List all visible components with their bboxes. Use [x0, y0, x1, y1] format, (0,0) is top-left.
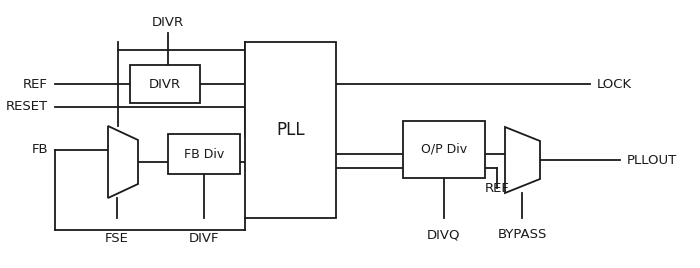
Text: PLL: PLL	[276, 121, 304, 139]
Text: LOCK: LOCK	[597, 77, 632, 91]
Text: DIVF: DIVF	[189, 232, 219, 245]
Text: FSE: FSE	[105, 232, 129, 245]
Polygon shape	[108, 126, 138, 198]
Bar	[168, 134, 240, 174]
Bar	[130, 65, 200, 103]
Text: REF: REF	[484, 182, 510, 195]
Text: PLLOUT: PLLOUT	[627, 154, 678, 166]
Text: DIVQ: DIVQ	[427, 228, 461, 241]
Text: BYPASS: BYPASS	[497, 228, 547, 241]
Text: RESET: RESET	[6, 100, 48, 114]
Text: FB Div: FB Div	[184, 147, 224, 161]
Text: O/P Div: O/P Div	[421, 143, 467, 156]
Polygon shape	[505, 127, 540, 193]
Bar	[403, 121, 485, 178]
Text: REF: REF	[23, 77, 48, 91]
Text: FB: FB	[32, 143, 48, 156]
Text: DIVR: DIVR	[149, 77, 181, 91]
Text: DIVR: DIVR	[152, 16, 184, 28]
Bar	[245, 42, 336, 218]
